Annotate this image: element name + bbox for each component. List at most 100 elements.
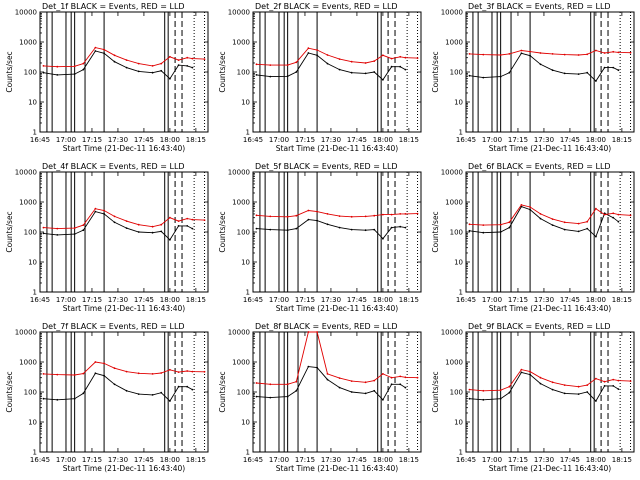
events-data-point	[82, 68, 85, 71]
detector-panel: Det_1f BLACK = Events, RED = LLD 1 10 100 10…	[5, 2, 209, 153]
events-data-point	[520, 52, 523, 55]
x-tick-label: 17:30	[534, 296, 554, 304]
lld-data-point	[577, 54, 580, 56]
lld-data-point	[603, 52, 606, 54]
y-axis-label: Counts/sec	[431, 211, 440, 252]
y-tick-label: 10	[454, 99, 463, 107]
y-tick-label: 100	[24, 389, 37, 397]
detector-panel: Det_6f BLACK = Events, RED = LLD 1 10 100 10…	[431, 162, 635, 313]
events-data-point	[169, 238, 171, 241]
events-data-point	[595, 400, 597, 402]
x-axis-label: Start Time (21-Dec-11 16:43:40)	[276, 144, 398, 153]
lld-data-point	[338, 377, 341, 379]
lld-data-point	[382, 213, 384, 216]
lld-data-point	[499, 54, 502, 56]
events-data-point	[586, 391, 589, 393]
events-data-point	[307, 52, 310, 54]
x-tick-label: 17:15	[82, 296, 102, 304]
lld-data-point	[255, 63, 258, 66]
lld-data-point	[295, 214, 298, 217]
lld-data-point	[326, 54, 329, 56]
events-data-point	[595, 80, 597, 82]
lld-data-point	[307, 209, 310, 212]
y-axis-label: Counts/sec	[431, 51, 440, 92]
y-tick-label: 1	[33, 129, 37, 137]
lld-data-point	[539, 52, 542, 54]
events-data-point	[399, 383, 402, 386]
x-tick-label: 17:15	[295, 136, 315, 144]
x-tick-label: 17:15	[508, 136, 528, 144]
lld-data-point	[468, 223, 471, 226]
lld-series-line	[469, 369, 631, 392]
lld-data-point	[499, 223, 502, 226]
lld-data-point	[186, 370, 189, 372]
lld-data-point	[612, 378, 615, 381]
events-data-point	[326, 62, 329, 65]
plot-frame	[39, 171, 209, 293]
events-data-point	[151, 394, 154, 396]
y-tick-label: 1000	[232, 199, 250, 207]
lld-series-line	[256, 210, 418, 218]
events-data-point	[612, 66, 615, 69]
y-tick-label: 10000	[228, 9, 250, 17]
events-data-point	[56, 74, 59, 76]
events-data-point	[595, 235, 597, 238]
events-data-point	[603, 66, 606, 69]
x-tick-label: 17:45	[347, 136, 367, 144]
events-data-point	[151, 231, 154, 234]
x-tick-label: 17:30	[534, 456, 554, 464]
y-tick-label: 10	[28, 259, 37, 267]
events-data-point	[350, 228, 353, 231]
events-data-point	[113, 383, 116, 386]
x-tick-label: 18:15	[186, 136, 206, 144]
y-tick-label: 10	[28, 419, 37, 427]
events-data-point	[295, 227, 298, 230]
x-tick-label: 17:00	[56, 456, 76, 464]
x-tick-label: 16:45	[30, 136, 50, 144]
lld-data-point	[399, 213, 402, 215]
events-data-point	[390, 383, 393, 386]
events-data-point	[338, 226, 341, 229]
plot-frame	[465, 331, 635, 453]
lld-data-point	[169, 368, 171, 371]
lld-data-point	[390, 57, 393, 60]
y-tick-label: 10	[454, 419, 463, 427]
y-tick-label: 10	[241, 99, 250, 107]
lld-data-point	[316, 49, 318, 51]
y-axis-label: Counts/sec	[431, 371, 440, 412]
lld-data-point	[390, 213, 393, 216]
y-tick-label: 10000	[15, 169, 37, 177]
lld-data-point	[416, 376, 419, 379]
x-tick-label: 16:45	[243, 456, 263, 464]
lld-data-point	[390, 376, 393, 379]
x-axis-label: Start Time (21-Dec-11 16:43:40)	[63, 304, 185, 313]
lld-data-point	[539, 213, 542, 215]
lld-data-point	[307, 331, 310, 333]
events-data-point	[338, 68, 341, 71]
events-data-point	[563, 228, 566, 231]
events-data-point	[42, 232, 45, 235]
y-tick-label: 100	[450, 389, 463, 397]
events-data-point	[539, 382, 542, 385]
y-tick-label: 1	[33, 289, 37, 297]
x-tick-label: 18:00	[160, 296, 180, 304]
events-data-point	[42, 71, 45, 74]
lld-data-point	[113, 215, 116, 218]
events-data-point	[364, 392, 367, 395]
x-axis-label: Start Time (21-Dec-11 16:43:40)	[489, 304, 611, 313]
events-data-point	[255, 395, 258, 398]
lld-data-point	[539, 376, 542, 379]
lld-data-point	[307, 47, 310, 50]
x-tick-label: 17:00	[56, 136, 76, 144]
x-tick-label: 17:00	[482, 296, 502, 304]
y-tick-label: 10000	[228, 169, 250, 177]
events-data-point	[539, 217, 542, 220]
y-axis-label: Counts/sec	[218, 371, 227, 412]
lld-data-point	[603, 380, 606, 383]
lld-series-line	[43, 361, 205, 376]
lld-data-point	[160, 223, 163, 226]
x-tick-label: 17:15	[82, 456, 102, 464]
events-data-point	[404, 386, 407, 389]
lld-data-point	[586, 384, 589, 386]
y-tick-label: 10	[454, 259, 463, 267]
